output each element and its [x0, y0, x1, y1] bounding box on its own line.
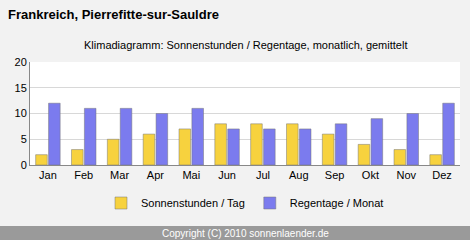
svg-text:0: 0: [21, 159, 27, 171]
svg-text:Dez: Dez: [432, 169, 452, 181]
svg-text:Okt: Okt: [362, 169, 379, 181]
svg-text:Regentage / Monat: Regentage / Monat: [290, 197, 384, 209]
svg-text:Jan: Jan: [39, 169, 57, 181]
svg-text:Klimadiagramm: Sonnenstunden /: Klimadiagramm: Sonnenstunden / Regentage…: [84, 39, 407, 51]
svg-text:Feb: Feb: [74, 169, 93, 181]
svg-text:15: 15: [15, 82, 27, 94]
svg-text:10: 10: [15, 107, 27, 119]
svg-text:Frankreich, Pierrefitte-sur-Sa: Frankreich, Pierrefitte-sur-Sauldre: [8, 7, 219, 22]
svg-text:Apr: Apr: [147, 169, 164, 181]
svg-text:20: 20: [15, 56, 27, 68]
svg-text:Jun: Jun: [218, 169, 236, 181]
svg-text:5: 5: [21, 133, 27, 145]
svg-text:Nov: Nov: [396, 169, 416, 181]
svg-text:Copyright (C) 2010 sonnenlaend: Copyright (C) 2010 sonnenlaender.de: [162, 228, 329, 239]
svg-text:Mai: Mai: [182, 169, 200, 181]
svg-text:Aug: Aug: [289, 169, 309, 181]
svg-text:Mar: Mar: [110, 169, 129, 181]
svg-text:Jul: Jul: [256, 169, 270, 181]
svg-text:Sep: Sep: [325, 169, 345, 181]
svg-text:Sonnenstunden / Tag: Sonnenstunden / Tag: [141, 197, 245, 209]
